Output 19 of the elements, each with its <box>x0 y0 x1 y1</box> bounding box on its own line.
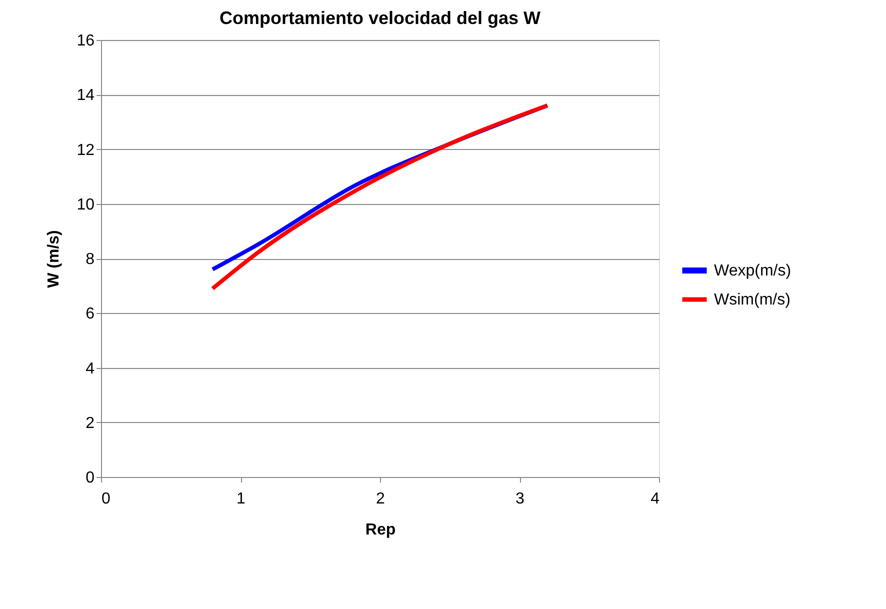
y-tick-label: 4 <box>86 360 95 378</box>
y-axis-title: W (m/s) <box>46 230 63 288</box>
legend-label: Wsim(m/s) <box>714 292 790 308</box>
y-tick-label: 0 <box>86 470 95 486</box>
legend-label: Wexp(m/s) <box>714 262 792 280</box>
x-tick-label: 3 <box>516 490 525 508</box>
y-tick-label: 8 <box>86 251 95 268</box>
x-axis-title: Rep <box>365 522 396 538</box>
chart-title: Comportamiento velocidad del gas W <box>219 8 541 28</box>
x-tick-label: 0 <box>102 490 110 508</box>
y-tick-label: 14 <box>76 87 95 104</box>
x-tick-label: 4 <box>650 490 660 508</box>
y-tick-label: 16 <box>76 32 95 50</box>
y-tick-label: 6 <box>86 306 95 323</box>
y-tick-label: 2 <box>86 414 95 432</box>
y-tick-label: 10 <box>76 196 95 214</box>
x-tick-label: 1 <box>236 490 246 508</box>
x-tick-label: 2 <box>376 490 386 508</box>
y-tick-label: 12 <box>76 142 95 159</box>
